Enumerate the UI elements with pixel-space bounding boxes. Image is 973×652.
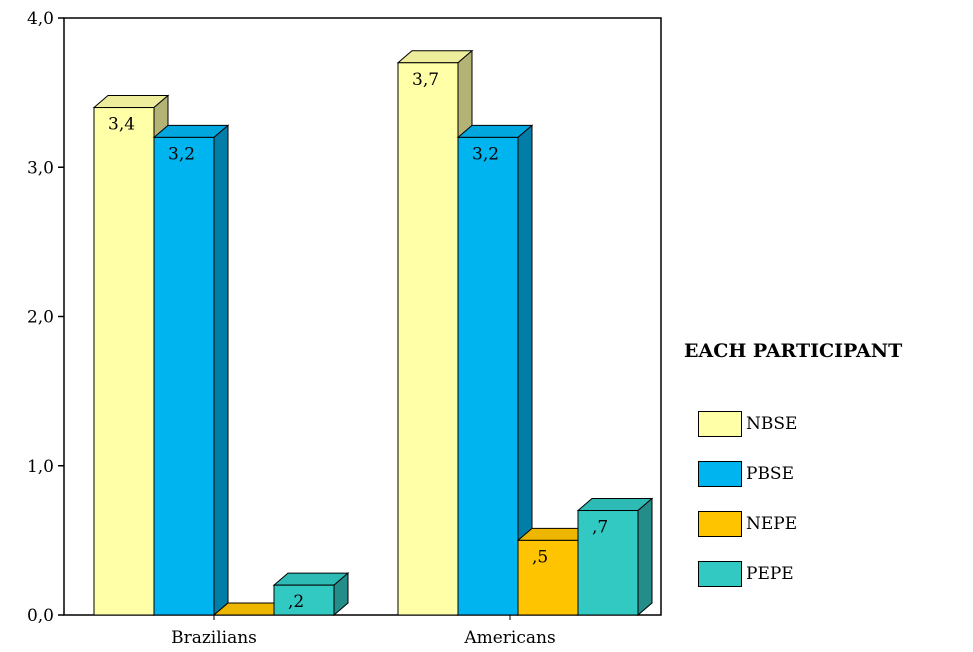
legend-title: EACH PARTICIPANT <box>684 340 903 362</box>
legend-swatch <box>698 511 742 537</box>
bar-pepe-americans <box>576 497 654 617</box>
legend-swatch <box>698 561 742 587</box>
bar-front-face <box>577 510 639 616</box>
bar-front-face <box>93 107 155 616</box>
bar-pepe-brazilians <box>272 572 350 617</box>
legend-item-nbse: NBSE <box>698 410 797 438</box>
data-label: 3,4 <box>108 115 135 135</box>
legend-swatch <box>698 411 742 437</box>
data-label: 3,2 <box>472 144 499 164</box>
y-tick-label: 3,0 <box>27 158 54 178</box>
legend-label: PEPE <box>746 564 794 584</box>
data-label: 3,2 <box>168 144 195 164</box>
bar-front-face <box>153 136 215 616</box>
legend-item-nepe: NEPE <box>698 510 797 538</box>
bar-pbse-brazilians <box>152 124 230 617</box>
bar-front-face <box>397 62 459 616</box>
y-tick-label: 0,0 <box>27 606 54 626</box>
legend-label: NBSE <box>746 414 798 434</box>
legend-item-pbse: PBSE <box>698 460 794 488</box>
bar-side-face <box>637 497 653 617</box>
x-tick-label-americans: Americans <box>463 628 555 647</box>
y-tick-label: 2,0 <box>27 308 54 328</box>
bar-front-face <box>457 136 519 616</box>
bar-pbse-americans <box>456 124 534 617</box>
bar-front-face <box>273 584 335 616</box>
bar-side-face <box>213 124 229 617</box>
data-label: ,7 <box>592 518 608 538</box>
legend-label: NEPE <box>746 514 798 534</box>
data-label: ,5 <box>532 547 548 567</box>
data-label: 3,7 <box>412 70 439 90</box>
data-label: ,2 <box>288 592 304 612</box>
legend-swatch <box>698 461 742 487</box>
x-tick-label-brazilians: Brazilians <box>171 628 257 647</box>
y-tick-label: 4,0 <box>27 9 54 29</box>
y-tick-label: 1,0 <box>27 457 54 477</box>
legend-item-pepe: PEPE <box>698 560 794 588</box>
legend-label: PBSE <box>746 464 794 484</box>
